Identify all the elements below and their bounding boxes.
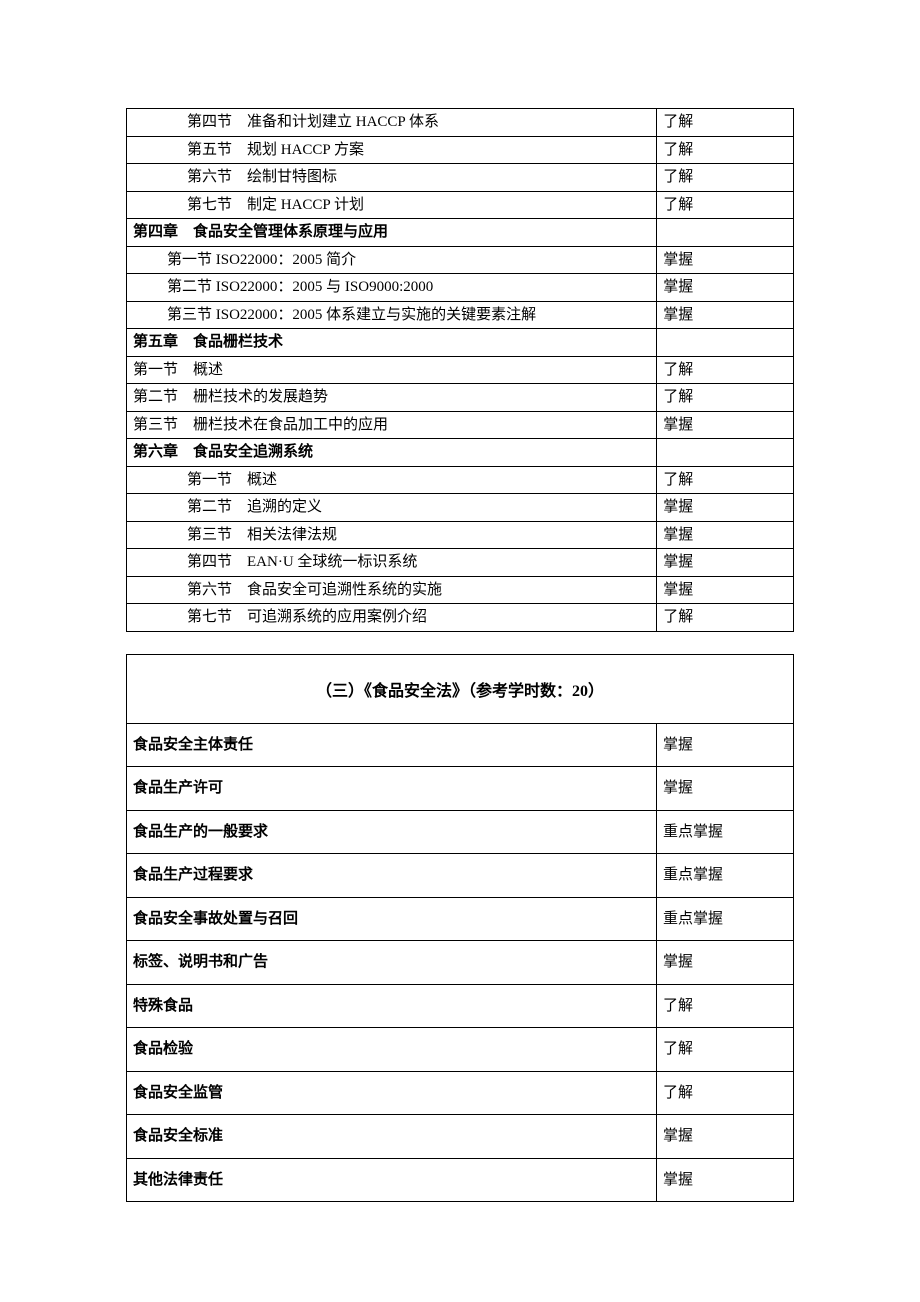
row-level	[657, 329, 794, 357]
row-level: 了解	[657, 109, 794, 137]
row-level: 掌握	[657, 494, 794, 522]
row-level: 了解	[656, 1028, 793, 1072]
row-label: 第四节 EAN·U 全球统一标识系统	[127, 549, 657, 577]
row-label: 第三节 栅栏技术在食品加工中的应用	[127, 411, 657, 439]
row-label: 食品安全监管	[127, 1071, 656, 1115]
row-level: 掌握	[657, 274, 794, 302]
row-label: 第二节 追溯的定义	[127, 494, 657, 522]
row-label: 第六章 食品安全追溯系统	[127, 439, 657, 467]
row-label: 食品生产许可	[127, 767, 656, 811]
row-label: 食品安全事故处置与召回	[127, 897, 656, 941]
row-level: 了解	[657, 164, 794, 192]
row-level: 掌握	[656, 767, 793, 811]
table-gap	[126, 632, 794, 654]
table-row: 标签、说明书和广告掌握	[127, 941, 793, 985]
row-label: 第一节 概述	[127, 356, 657, 384]
table-row: 第七节 制定 HACCP 计划了解	[127, 191, 794, 219]
table-row: 第一节 ISO22000：2005 简介掌握	[127, 246, 794, 274]
row-label: 食品检验	[127, 1028, 656, 1072]
row-label: 其他法律责任	[127, 1158, 656, 1202]
row-label: 食品生产的一般要求	[127, 810, 656, 854]
row-label: 第五节 规划 HACCP 方案	[127, 136, 657, 164]
row-level: 掌握	[656, 941, 793, 985]
row-label: 第六节 食品安全可追溯性系统的实施	[127, 576, 657, 604]
row-level: 掌握	[656, 1158, 793, 1202]
row-label: 食品安全主体责任	[127, 723, 656, 767]
row-label: 第四章 食品安全管理体系原理与应用	[127, 219, 657, 247]
row-label: 第四节 准备和计划建立 HACCP 体系	[127, 109, 657, 137]
row-level: 了解	[657, 384, 794, 412]
table-row: 食品生产的一般要求重点掌握	[127, 810, 793, 854]
table-row: 食品安全监管了解	[127, 1071, 793, 1115]
table-row: 食品生产过程要求重点掌握	[127, 854, 793, 898]
table-row: 食品生产许可掌握	[127, 767, 793, 811]
row-label: 第五章 食品栅栏技术	[127, 329, 657, 357]
table-row: 第六章 食品安全追溯系统	[127, 439, 794, 467]
table-row: 食品检验了解	[127, 1028, 793, 1072]
table-row: 第三节 ISO22000：2005 体系建立与实施的关键要素注解掌握	[127, 301, 794, 329]
row-label: 特殊食品	[127, 984, 656, 1028]
table-row: 第七节 可追溯系统的应用案例介绍了解	[127, 604, 794, 632]
row-level: 掌握	[656, 1115, 793, 1159]
row-label: 第三节 相关法律法规	[127, 521, 657, 549]
table-row: 第三节 栅栏技术在食品加工中的应用掌握	[127, 411, 794, 439]
table-row: 第六节 绘制甘特图标了解	[127, 164, 794, 192]
row-label: 第七节 制定 HACCP 计划	[127, 191, 657, 219]
table-row: 其他法律责任掌握	[127, 1158, 793, 1202]
row-level: 了解	[656, 984, 793, 1028]
row-level: 了解	[657, 191, 794, 219]
row-level: 了解	[657, 356, 794, 384]
row-level: 掌握	[657, 549, 794, 577]
row-label: 第七节 可追溯系统的应用案例介绍	[127, 604, 657, 632]
row-level: 了解	[656, 1071, 793, 1115]
table-row: 食品安全标准掌握	[127, 1115, 793, 1159]
table2-body: 食品安全主体责任掌握食品生产许可掌握食品生产的一般要求重点掌握食品生产过程要求重…	[127, 723, 793, 1202]
row-level: 掌握	[657, 301, 794, 329]
table-row: 第六节 食品安全可追溯性系统的实施掌握	[127, 576, 794, 604]
table-row: 特殊食品了解	[127, 984, 793, 1028]
table-row: 第四节 准备和计划建立 HACCP 体系了解	[127, 109, 794, 137]
row-level: 重点掌握	[656, 810, 793, 854]
syllabus-table-2: 食品安全主体责任掌握食品生产许可掌握食品生产的一般要求重点掌握食品生产过程要求重…	[127, 723, 793, 1203]
row-label: 食品生产过程要求	[127, 854, 656, 898]
table1-body: 第四节 准备和计划建立 HACCP 体系了解第五节 规划 HACCP 方案了解第…	[127, 109, 794, 632]
row-label: 食品安全标准	[127, 1115, 656, 1159]
row-label: 第二节 栅栏技术的发展趋势	[127, 384, 657, 412]
syllabus-table-2-wrapper: （三）《食品安全法》（参考学时数：20） 食品安全主体责任掌握食品生产许可掌握食…	[126, 654, 794, 1203]
row-label: 标签、说明书和广告	[127, 941, 656, 985]
table-row: 第三节 相关法律法规掌握	[127, 521, 794, 549]
table-row: 第二节 ISO22000：2005 与 ISO9000:2000掌握	[127, 274, 794, 302]
row-level	[657, 219, 794, 247]
row-label: 第一节 ISO22000：2005 简介	[127, 246, 657, 274]
row-level: 重点掌握	[656, 854, 793, 898]
table-row: 第四节 EAN·U 全球统一标识系统掌握	[127, 549, 794, 577]
row-label: 第一节 概述	[127, 466, 657, 494]
table-row: 第一节 概述了解	[127, 466, 794, 494]
table-row: 第二节 栅栏技术的发展趋势了解	[127, 384, 794, 412]
table-row: 第五章 食品栅栏技术	[127, 329, 794, 357]
row-level: 了解	[657, 604, 794, 632]
row-level: 掌握	[657, 411, 794, 439]
row-level: 掌握	[657, 576, 794, 604]
row-label: 第二节 ISO22000：2005 与 ISO9000:2000	[127, 274, 657, 302]
row-level: 重点掌握	[656, 897, 793, 941]
row-level: 了解	[657, 466, 794, 494]
syllabus-table-1: 第四节 准备和计划建立 HACCP 体系了解第五节 规划 HACCP 方案了解第…	[126, 108, 794, 632]
row-level: 掌握	[657, 246, 794, 274]
table2-title: （三）《食品安全法》（参考学时数：20）	[127, 655, 793, 723]
table-row: 第一节 概述了解	[127, 356, 794, 384]
row-level	[657, 439, 794, 467]
table-row: 食品安全主体责任掌握	[127, 723, 793, 767]
row-level: 掌握	[657, 521, 794, 549]
row-level: 掌握	[656, 723, 793, 767]
row-level: 了解	[657, 136, 794, 164]
table-row: 第五节 规划 HACCP 方案了解	[127, 136, 794, 164]
row-label: 第三节 ISO22000：2005 体系建立与实施的关键要素注解	[127, 301, 657, 329]
table-row: 第二节 追溯的定义掌握	[127, 494, 794, 522]
table-row: 第四章 食品安全管理体系原理与应用	[127, 219, 794, 247]
row-label: 第六节 绘制甘特图标	[127, 164, 657, 192]
table-row: 食品安全事故处置与召回重点掌握	[127, 897, 793, 941]
